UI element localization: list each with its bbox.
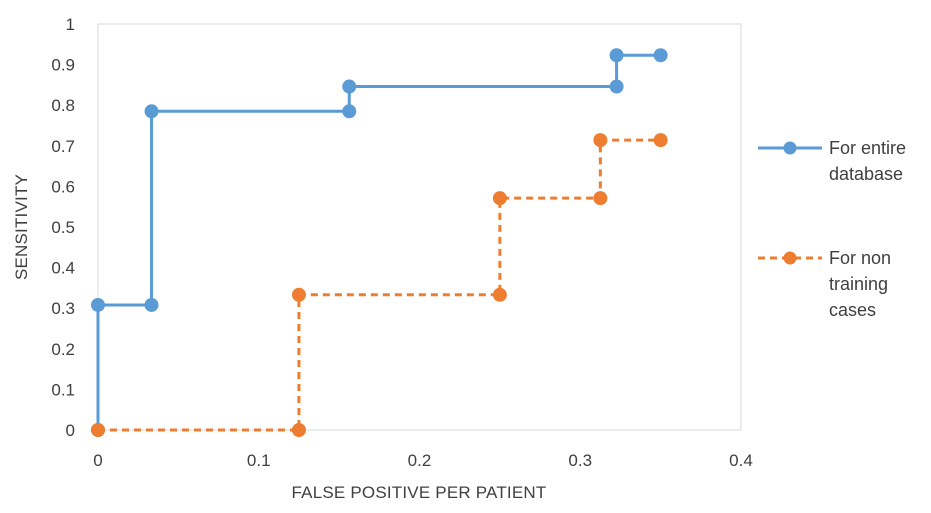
legend-entry-1: For non training cases	[758, 248, 891, 320]
y-tick-label: 0.9	[51, 56, 75, 75]
legend-entry-0: For entire database	[758, 138, 906, 184]
data-point	[492, 287, 507, 302]
data-point	[144, 297, 159, 312]
y-tick-label: 0.6	[51, 177, 75, 196]
legend-label: For non	[829, 248, 891, 268]
y-tick-label: 0.5	[51, 218, 75, 237]
data-point	[593, 133, 608, 148]
x-axis-title: FALSE POSITIVE PER PATIENT	[292, 483, 547, 502]
y-tick-label: 0	[66, 421, 75, 440]
y-tick-label: 0.1	[51, 380, 75, 399]
data-point	[653, 48, 668, 63]
y-tick-label: 0.4	[51, 259, 75, 278]
y-tick-label: 1	[66, 15, 75, 34]
data-point	[291, 287, 306, 302]
data-point	[492, 191, 507, 206]
legend-marker	[783, 141, 797, 155]
data-point	[91, 297, 105, 312]
data-point	[144, 104, 159, 119]
axes-layer: 0 0.1 0.2 0.3 0.4 0.5 0.6 0.7 0.8 0.9 1 0 0.1 0.2 0.3 0…	[51, 15, 752, 470]
x-tick-label: 0.3	[568, 451, 592, 470]
series-1	[91, 133, 668, 437]
data-point	[609, 48, 624, 63]
legend-label: For entire	[829, 138, 906, 158]
x-tick-label: 0.4	[729, 451, 753, 470]
plot-area-border	[97, 23, 742, 431]
legend-label: cases	[829, 300, 876, 320]
legend-marker	[783, 251, 797, 265]
data-point	[653, 133, 668, 148]
series-line	[98, 138, 661, 432]
data-point	[342, 104, 357, 119]
y-tick-label: 0.3	[51, 299, 75, 318]
x-tick-label: 0.1	[247, 451, 271, 470]
y-tick-label: 0.8	[51, 96, 75, 115]
data-point	[342, 79, 357, 94]
legend-label: training	[829, 274, 888, 294]
data-point	[291, 423, 306, 437]
x-tick-label: 0	[93, 451, 102, 470]
legend-label: database	[829, 164, 903, 184]
x-tick-label: 0.2	[408, 451, 432, 470]
y-axis-title: SENSITIVITY	[12, 174, 31, 280]
data-point	[91, 423, 105, 437]
series-layer	[91, 48, 668, 437]
data-point	[593, 191, 608, 206]
y-tick-label: 0.2	[51, 340, 75, 359]
data-point	[609, 79, 624, 94]
legend: For entire database For non training cases	[758, 138, 906, 320]
y-tick-label: 0.7	[51, 137, 75, 156]
